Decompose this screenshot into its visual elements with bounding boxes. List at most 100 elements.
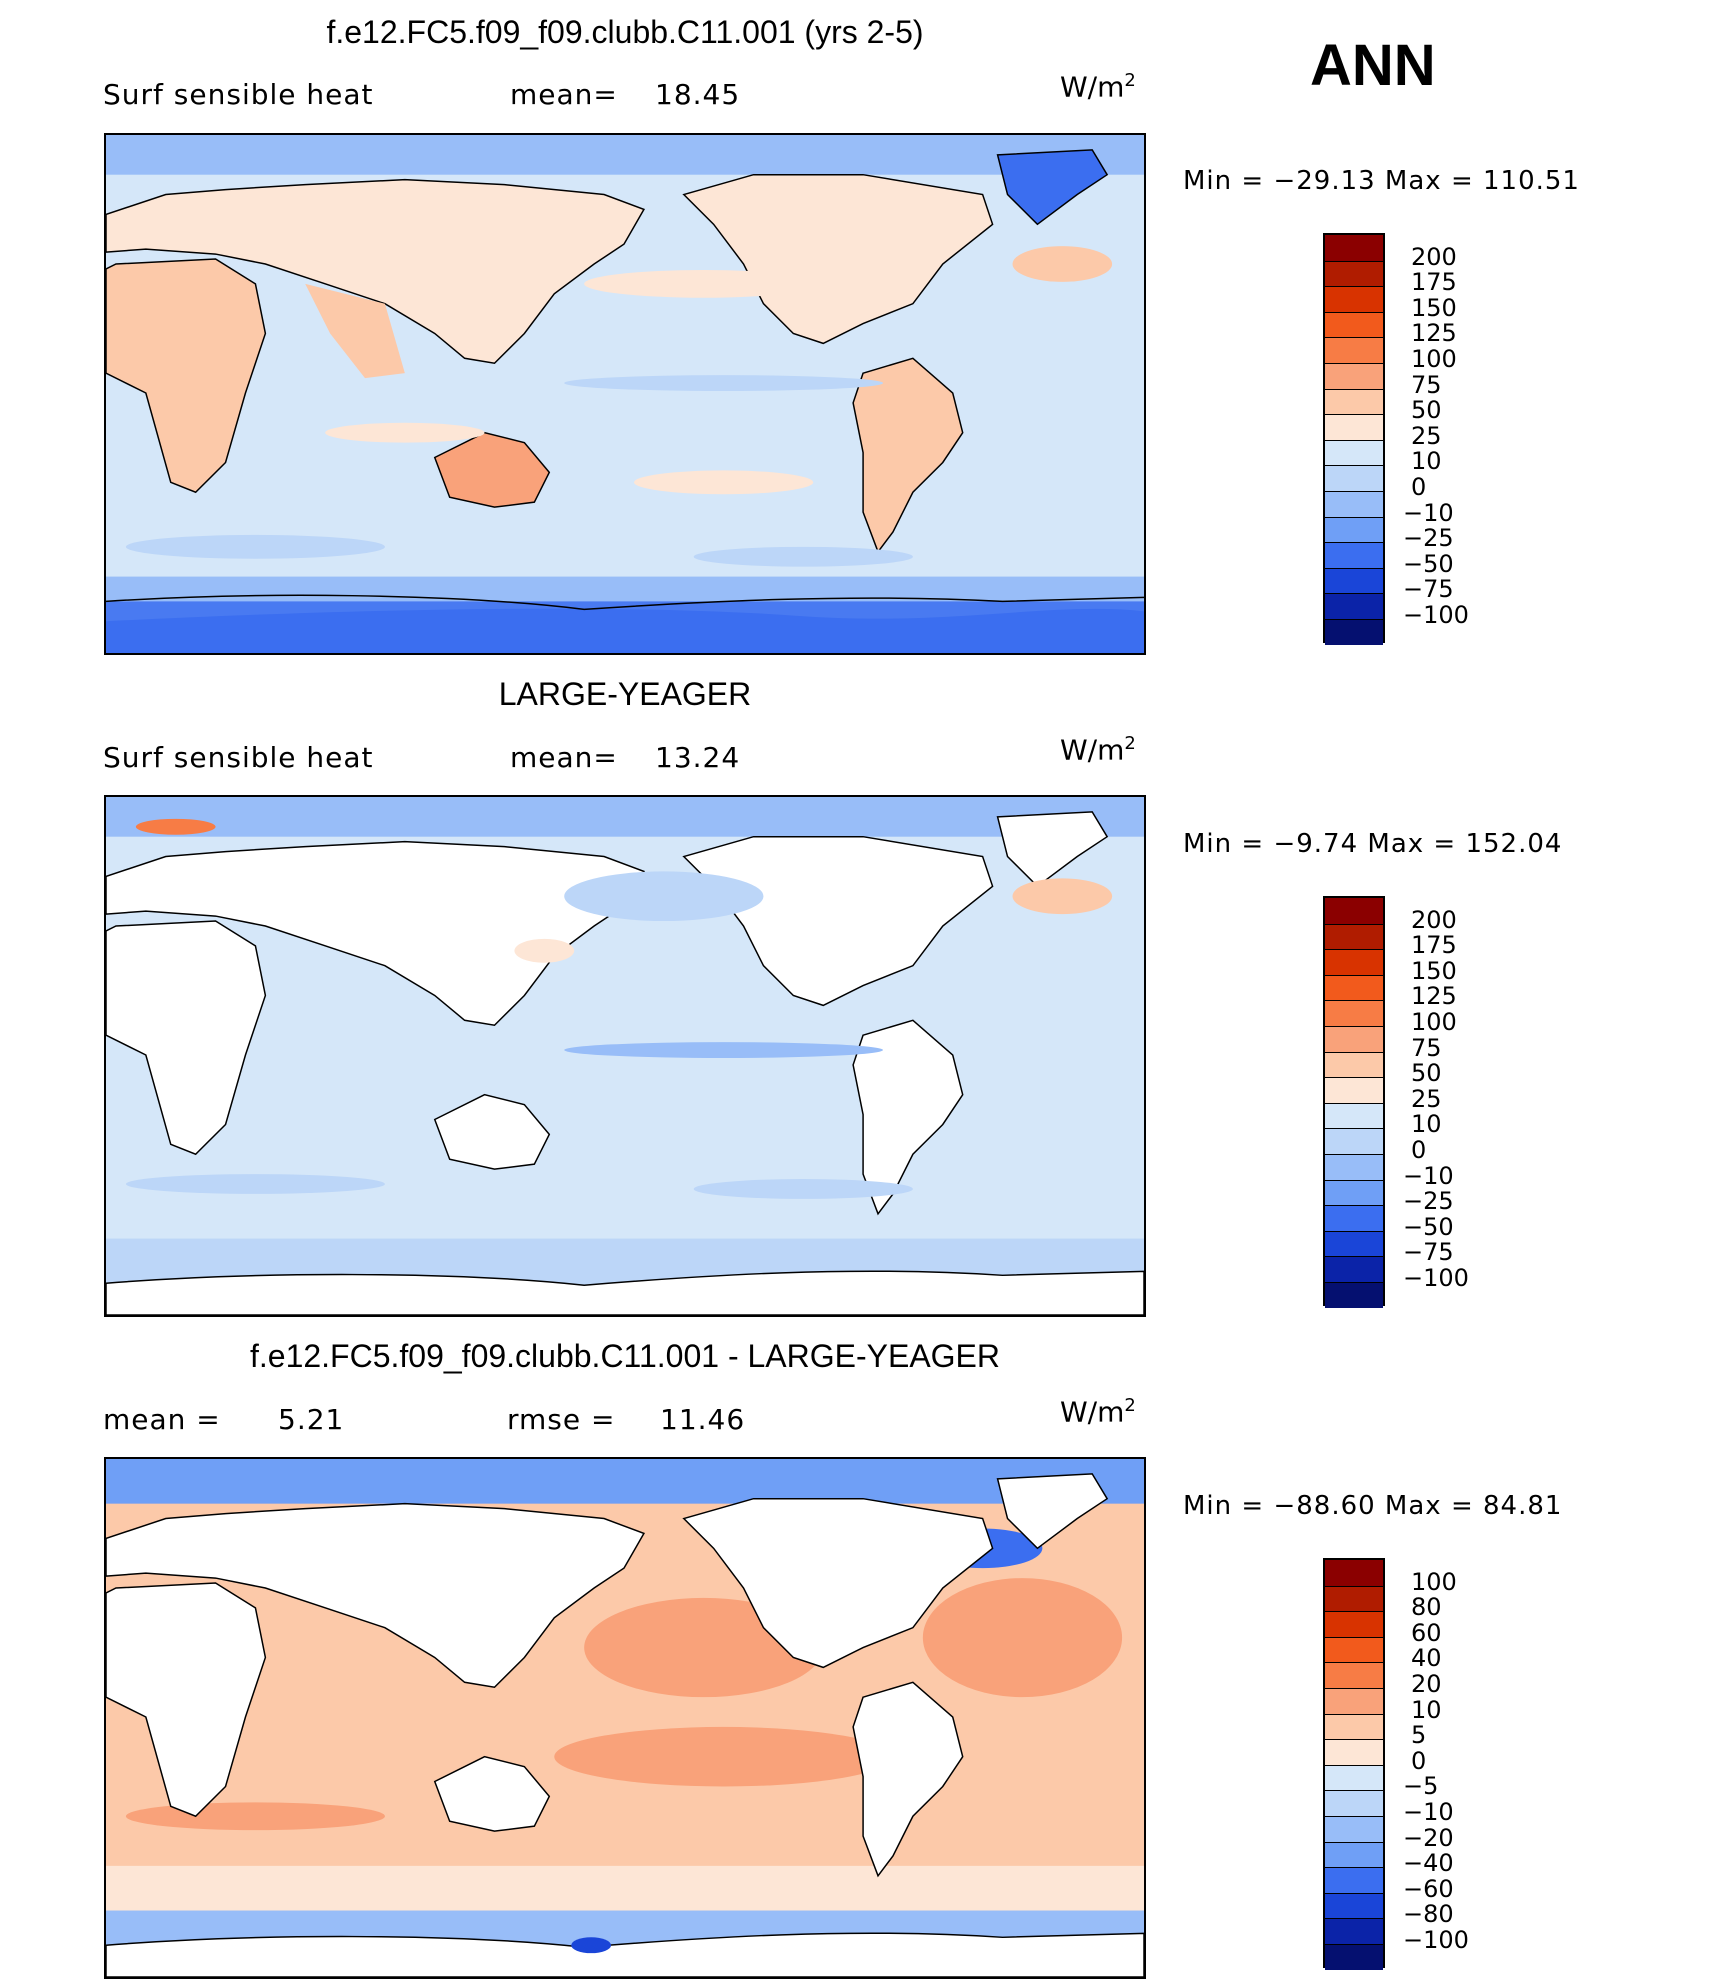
colorbar-swatch <box>1325 337 1383 363</box>
colorbar-level-label: −100 <box>1403 601 1469 629</box>
colorbar-level-label: 10 <box>1411 447 1442 476</box>
panel-3-rmse-label: rmse = <box>507 1403 616 1436</box>
colorbar-swatch <box>1325 1077 1383 1103</box>
panel-3-rmse-value: 11.46 <box>660 1403 746 1436</box>
colorbar-level-label: 200 <box>1411 242 1457 271</box>
colorbar-level-label: 25 <box>1411 421 1442 450</box>
panel-3-title: f.e12.FC5.f09_f09.clubb.C11.001 - LARGE-… <box>249 1338 1000 1374</box>
colorbar-swatch <box>1325 593 1383 619</box>
colorbar-swatch <box>1325 1256 1383 1282</box>
colorbar-level-label: −50 <box>1403 1212 1454 1241</box>
colorbar-swatch <box>1325 1205 1383 1231</box>
colorbar-level-label: 0 <box>1411 1136 1427 1164</box>
colorbar-level-label: 10 <box>1411 1110 1442 1139</box>
panel-1-title: f.e12.FC5.f09_f09.clubb.C11.001 (yrs 2-5… <box>326 14 924 50</box>
colorbar-level-label: 40 <box>1411 1644 1442 1673</box>
colorbar-swatch <box>1325 1841 1383 1868</box>
colorbar-level-label: 0 <box>1411 1746 1427 1775</box>
colorbar-swatch <box>1325 490 1383 517</box>
colorbar-level-label: 125 <box>1411 982 1457 1011</box>
colorbar-level-label: 150 <box>1411 956 1457 985</box>
colorbar-swatch <box>1325 923 1383 950</box>
colorbar-swatch <box>1325 516 1383 543</box>
colorbar-level-label: −20 <box>1403 1823 1454 1852</box>
colorbar-swatch <box>1325 1585 1383 1612</box>
season-label: ANN <box>1310 33 1436 98</box>
colorbar-level-label: 200 <box>1411 905 1457 934</box>
panel-2-mean-label: mean= <box>510 741 618 774</box>
colorbar-level-label: −25 <box>1403 1187 1454 1216</box>
colorbar-level-label: −80 <box>1403 1900 1454 1929</box>
colorbar-swatch <box>1325 1662 1383 1688</box>
colorbar-swatch <box>1325 1815 1383 1842</box>
colorbar-swatch <box>1325 542 1383 568</box>
colorbar-level-label: 25 <box>1411 1084 1442 1113</box>
panel-2-minmax: Min = −9.74 Max = 152.04 <box>1183 829 1563 859</box>
colorbar-level-label: 125 <box>1411 319 1457 348</box>
panel-3-map <box>104 1457 1146 1979</box>
colorbar-level-label: −10 <box>1403 498 1454 527</box>
colorbar-swatch <box>1325 1000 1383 1026</box>
colorbar-level-label: 100 <box>1411 1567 1457 1596</box>
colorbar-level-label: −10 <box>1403 1798 1454 1826</box>
colorbar-level-label: 100 <box>1411 1008 1457 1036</box>
colorbar-level-label: 75 <box>1411 370 1442 399</box>
colorbar-swatch <box>1325 1025 1383 1052</box>
colorbar-level-label: −25 <box>1403 524 1454 553</box>
colorbar-level-label: −100 <box>1403 1926 1469 1954</box>
colorbar-swatch <box>1325 311 1383 338</box>
colorbar-swatch <box>1325 618 1383 645</box>
panel-2-map <box>104 795 1146 1317</box>
colorbar-level-label: −60 <box>1403 1874 1454 1903</box>
colorbar-swatch <box>1325 1764 1383 1791</box>
colorbar-swatch <box>1325 414 1383 440</box>
colorbar-level-label: 175 <box>1411 931 1457 960</box>
colorbar-swatch <box>1325 286 1383 312</box>
colorbar-swatch <box>1325 949 1383 975</box>
panel-1-field-label: Surf sensible heat <box>103 78 374 111</box>
colorbar-swatch <box>1325 362 1383 389</box>
colorbar-level-label: −40 <box>1403 1849 1454 1878</box>
colorbar-level-label: 100 <box>1411 345 1457 373</box>
colorbar-swatch <box>1325 1687 1383 1714</box>
colorbar-level-label: 0 <box>1411 473 1427 501</box>
colorbar-swatch <box>1325 1790 1383 1816</box>
colorbar-swatch <box>1325 439 1383 466</box>
colorbar-swatch <box>1325 1713 1383 1740</box>
colorbar-level-label: −100 <box>1403 1264 1469 1292</box>
colorbar-level-label: 80 <box>1411 1593 1442 1622</box>
colorbar-swatch <box>1325 465 1383 491</box>
colorbar-swatch <box>1325 1281 1383 1308</box>
colorbar-swatches <box>1323 896 1385 1308</box>
colorbar-level-label: 50 <box>1411 1059 1442 1088</box>
colorbar-swatch <box>1325 388 1383 415</box>
colorbar-swatch <box>1325 898 1383 924</box>
colorbar-level-label: −75 <box>1403 575 1454 604</box>
colorbar-level-label: −10 <box>1403 1161 1454 1190</box>
colorbar-level-label: 20 <box>1411 1670 1442 1698</box>
colorbar-swatch <box>1325 1051 1383 1078</box>
colorbar-swatch <box>1325 1611 1383 1637</box>
colorbar-swatches <box>1323 1558 1385 1970</box>
colorbar-swatch <box>1325 1636 1383 1663</box>
panel-3-minmax: Min = −88.60 Max = 84.81 <box>1183 1491 1563 1521</box>
colorbar-swatch <box>1325 260 1383 287</box>
colorbar-level-label: 75 <box>1411 1033 1442 1062</box>
colorbar-swatch <box>1325 1102 1383 1129</box>
panel-2-title: LARGE-YEAGER <box>498 676 752 712</box>
panel-1-map <box>104 133 1146 655</box>
colorbar-level-label: −75 <box>1403 1238 1454 1267</box>
panel-1-mean-label: mean= <box>510 78 618 111</box>
panel-2-mean-value: 13.24 <box>655 741 741 774</box>
colorbar-swatch <box>1325 1128 1383 1154</box>
colorbar-level-label: 60 <box>1411 1618 1442 1647</box>
panel-3-mean-value: 5.21 <box>278 1403 345 1436</box>
colorbar-level-label: 150 <box>1411 293 1457 322</box>
colorbar-level-label: 5 <box>1411 1721 1427 1750</box>
colorbar-level-label: 10 <box>1411 1695 1442 1724</box>
panel-1-units: W/m2 <box>1060 70 1136 104</box>
colorbar-swatch <box>1325 1867 1383 1893</box>
colorbar-swatch <box>1325 1230 1383 1257</box>
colorbar-swatch <box>1325 1739 1383 1765</box>
colorbar-swatch <box>1325 974 1383 1001</box>
